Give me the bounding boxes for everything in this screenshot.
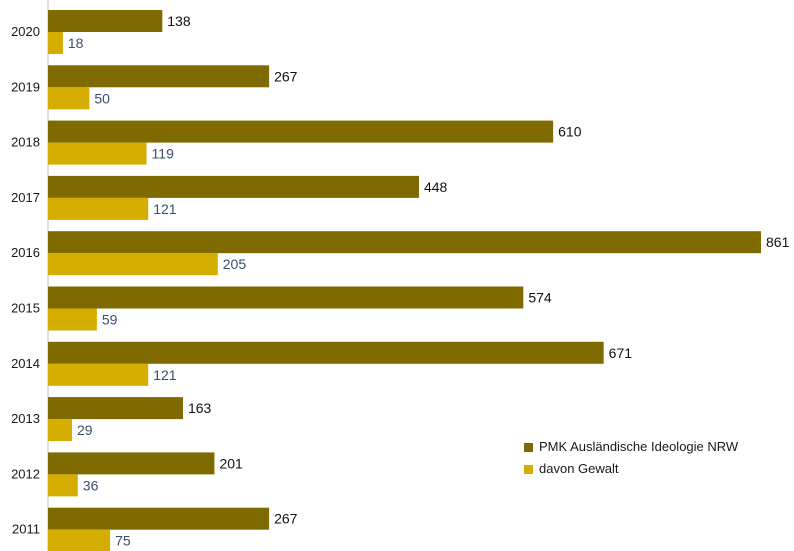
year-label-2019: 2019 <box>11 79 40 94</box>
value-label-gewalt-2013: 29 <box>77 422 93 438</box>
value-label-pmk-2014: 671 <box>609 345 633 361</box>
year-label-2020: 2020 <box>11 24 40 39</box>
value-label-gewalt-2011: 75 <box>115 533 131 549</box>
legend-swatch-gewalt <box>524 464 533 474</box>
value-label-pmk-2018: 610 <box>558 124 582 140</box>
bar-pmk-2018 <box>48 120 554 143</box>
bar-pmk-2011 <box>48 507 270 530</box>
legend-item-gewalt: davon Gewalt <box>524 458 738 480</box>
value-label-pmk-2012: 201 <box>219 455 243 471</box>
bar-gewalt-2020 <box>48 32 63 54</box>
value-label-gewalt-2019: 50 <box>94 90 110 106</box>
bar-gewalt-2018 <box>48 142 147 165</box>
bar-pmk-2020 <box>48 10 163 32</box>
year-label-2016: 2016 <box>11 245 40 260</box>
year-label-2017: 2017 <box>11 190 40 205</box>
bar-gewalt-2019 <box>48 87 90 110</box>
bar-pmk-2015 <box>48 286 524 309</box>
value-label-pmk-2020: 138 <box>167 13 191 29</box>
value-label-gewalt-2012: 36 <box>83 477 99 493</box>
bar-gewalt-2015 <box>48 308 97 331</box>
value-label-gewalt-2018: 119 <box>152 146 175 162</box>
bar-gewalt-2016 <box>48 253 218 276</box>
bar-pmk-2012 <box>48 452 215 475</box>
value-label-gewalt-2015: 59 <box>102 312 118 328</box>
value-label-gewalt-2020: 18 <box>68 35 84 51</box>
bar-pmk-2017 <box>48 175 419 198</box>
year-label-2013: 2013 <box>11 411 40 426</box>
legend-item-pmk: PMK Ausländische Ideologie NRW <box>524 436 738 458</box>
bar-pmk-2019 <box>48 65 270 88</box>
legend-swatch-pmk <box>524 442 533 452</box>
legend-label-gewalt: davon Gewalt <box>539 461 619 476</box>
bar-pmk-2014 <box>48 341 604 364</box>
value-label-pmk-2016: 861 <box>766 234 790 250</box>
value-label-gewalt-2017: 121 <box>153 201 177 217</box>
bar-pmk-2016 <box>48 231 761 254</box>
legend-label-pmk: PMK Ausländische Ideologie NRW <box>539 439 739 454</box>
bar-pmk-2013 <box>48 397 183 420</box>
legend: PMK Ausländische Ideologie NRW davon Gew… <box>524 436 738 480</box>
bar-gewalt-2011 <box>48 529 111 551</box>
value-label-gewalt-2016: 205 <box>223 256 247 272</box>
value-label-pmk-2015: 574 <box>528 290 552 306</box>
value-label-pmk-2011: 267 <box>274 511 298 527</box>
year-label-2011: 2011 <box>12 522 40 537</box>
bar-gewalt-2013 <box>48 419 73 442</box>
bar-gewalt-2012 <box>48 474 78 497</box>
value-label-pmk-2019: 267 <box>274 68 298 84</box>
year-label-2014: 2014 <box>11 356 40 371</box>
value-label-pmk-2017: 448 <box>424 179 448 195</box>
value-label-gewalt-2014: 121 <box>153 367 177 383</box>
year-label-2018: 2018 <box>11 135 40 150</box>
year-label-2012: 2012 <box>11 466 40 481</box>
value-label-pmk-2013: 163 <box>188 400 212 416</box>
year-label-2015: 2015 <box>11 301 40 316</box>
bar-gewalt-2017 <box>48 197 149 220</box>
bar-gewalt-2014 <box>48 363 149 386</box>
